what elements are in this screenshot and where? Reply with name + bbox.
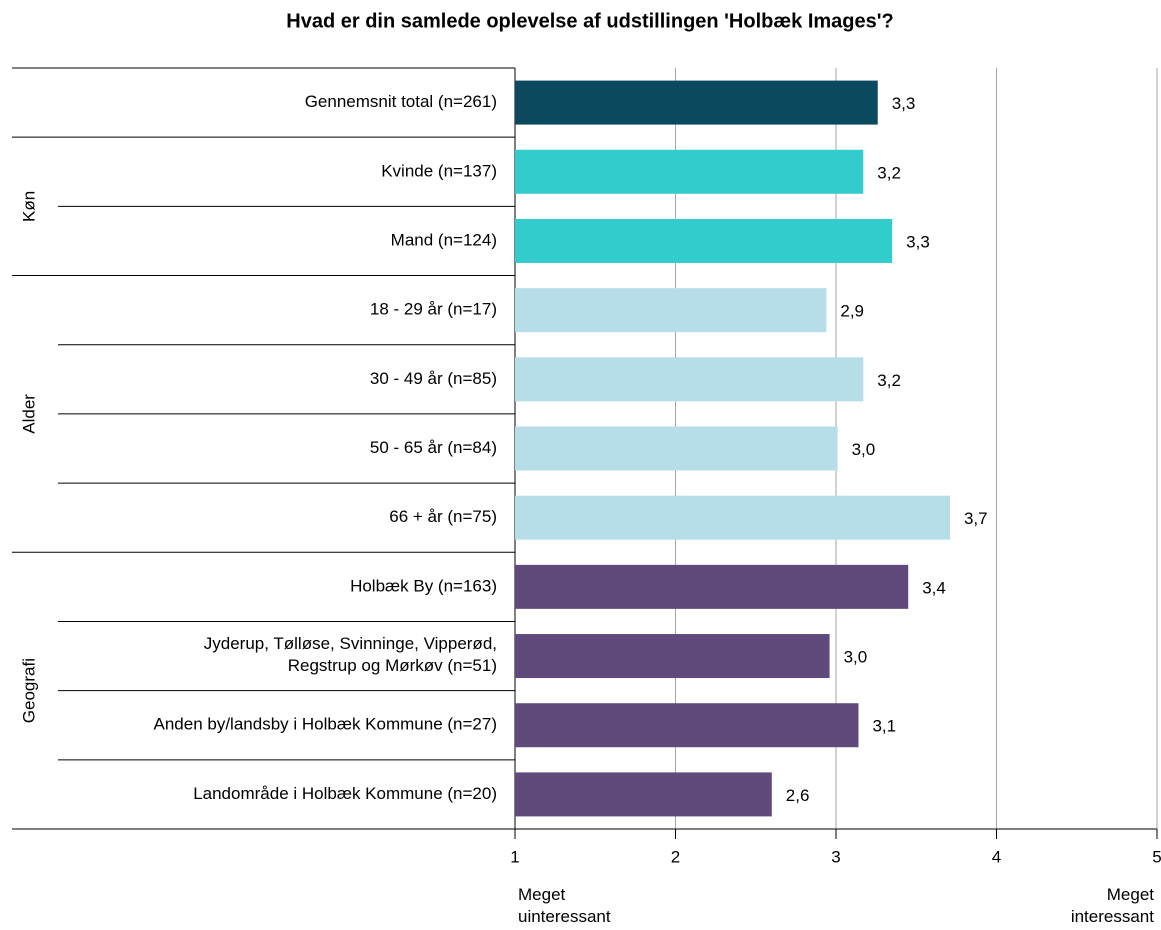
bar [515,357,864,402]
group-label: Alder [19,394,38,434]
bar [515,772,772,817]
value-label: 3,0 [844,648,868,667]
bar [515,634,830,679]
bar [515,149,864,194]
value-label: 3,3 [906,232,930,251]
y-tick-label: Mand (n=124) [391,230,497,249]
value-label: 3,2 [877,163,901,182]
y-tick-label: 50 - 65 år (n=84) [370,438,497,457]
bar [515,426,838,471]
axis-end-label: Meget uinteressant [518,885,611,926]
y-tick-label: 66 + år (n=75) [389,507,497,526]
value-label: 3,2 [877,371,901,390]
x-tick-label: 3 [831,847,840,866]
value-label: 2,6 [786,786,810,805]
axis-end-label-line: Meget [1107,885,1155,904]
value-label: 3,3 [892,94,916,113]
bar [515,495,950,540]
y-tick-label: Anden by/landsby i Holbæk Kommune (n=27) [154,715,498,734]
value-label: 3,1 [872,717,896,736]
x-tick-label: 5 [1152,847,1161,866]
y-tick-label: Holbæk By (n=163) [350,576,497,595]
axis-end-label-line: uinteressant [518,907,611,926]
value-label: 3,7 [964,509,988,528]
y-tick-label: Gennemsnit total (n=261) [305,92,497,111]
axis-end-label-line: interessant [1071,907,1154,926]
chart-title: Hvad er din samlede oplevelse af udstill… [286,10,893,32]
group-label: Køn [19,191,38,222]
group-label: Geografi [19,658,38,723]
bar [515,564,909,609]
y-tick-label: 18 - 29 år (n=17) [370,300,497,319]
value-label: 3,4 [922,578,946,597]
y-tick-label: 30 - 49 år (n=85) [370,369,497,388]
y-tick-label: Landområde i Holbæk Kommune (n=20) [193,784,497,803]
bar [515,288,827,333]
y-tick-label-line: Regstrup og Mørkøv (n=51) [288,657,497,676]
value-label: 2,9 [840,302,864,321]
x-tick-label: 4 [992,847,1001,866]
bar [515,703,859,748]
x-tick-label: 1 [510,847,519,866]
value-label: 3,0 [852,440,876,459]
y-tick-label: Jyderup, Tølløse, Svinninge, Vipperød, Re… [204,635,497,676]
y-tick-label: Kvinde (n=137) [381,161,497,180]
bar [515,80,878,125]
x-tick-label: 2 [671,847,680,866]
axis-end-label: Meget interessant [1071,885,1154,926]
bar [515,218,893,263]
y-tick-label-line: Jyderup, Tølløse, Svinninge, Vipperød, [204,635,497,654]
axis-end-label-line: Meget [518,885,566,904]
